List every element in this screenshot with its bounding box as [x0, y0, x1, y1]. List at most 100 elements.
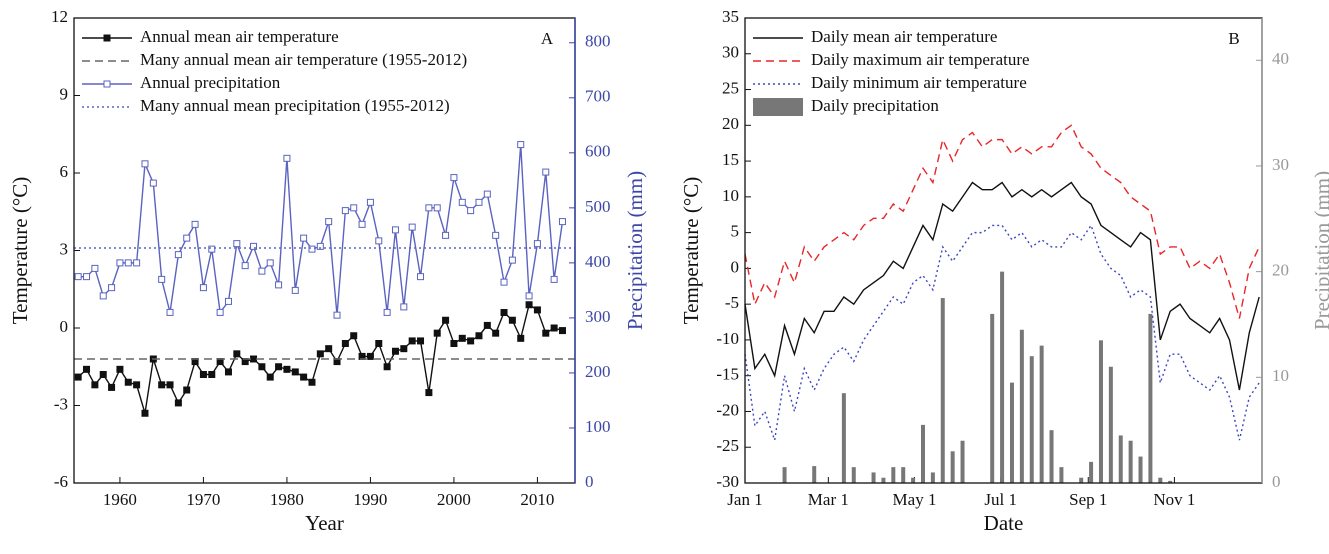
marker — [283, 154, 291, 162]
x-tick-label: 1990 — [353, 490, 387, 509]
legend-swatch — [753, 98, 803, 116]
marker — [124, 259, 132, 267]
bar — [812, 466, 817, 483]
bar — [1000, 271, 1005, 483]
marker — [174, 251, 182, 259]
marker — [350, 204, 358, 212]
bar — [920, 424, 925, 483]
y-tick-label: 0 — [60, 317, 69, 336]
marker — [467, 337, 475, 345]
marker — [308, 245, 316, 253]
bar — [871, 472, 876, 483]
y-tick-label: 30 — [722, 43, 739, 62]
x-tick-label: 1980 — [270, 490, 304, 509]
marker — [99, 371, 107, 378]
y-tick-label: 25 — [722, 78, 739, 97]
marker — [517, 141, 525, 149]
marker — [266, 373, 274, 381]
marker — [391, 347, 399, 355]
y2-tick-label: 0 — [585, 472, 594, 491]
marker — [417, 337, 425, 345]
panel: 1960 1970 1980 1990 2000 2010 -6 -3 0 3 6 9 12 0 100 20… — [8, 7, 647, 535]
bar — [1108, 366, 1113, 483]
legend-label: Many annual mean precipitation (1955-201… — [140, 96, 450, 115]
marker — [74, 373, 82, 381]
legend-marker — [103, 34, 111, 42]
legend-label: Daily minimum air temperature — [811, 73, 1027, 92]
marker — [91, 264, 99, 272]
legend-label: Annual precipitation — [140, 73, 281, 92]
marker — [316, 242, 324, 250]
marker — [341, 207, 349, 215]
y2-tick-label: 200 — [585, 362, 611, 381]
marker — [133, 381, 141, 389]
marker — [158, 381, 166, 389]
marker — [500, 309, 508, 316]
bar — [1009, 382, 1014, 483]
marker — [283, 365, 291, 373]
marker — [108, 284, 116, 292]
marker — [475, 332, 483, 340]
marker — [458, 198, 466, 206]
panel-label: A — [541, 29, 554, 48]
bar — [1019, 329, 1024, 483]
bar — [1138, 456, 1143, 483]
y2-tick-label: 700 — [585, 87, 611, 106]
marker — [391, 226, 399, 234]
marker — [224, 297, 232, 305]
x-tick-label: Jan 1 — [727, 490, 762, 509]
x-axis-label: Year — [305, 511, 344, 535]
marker — [492, 231, 500, 239]
marker — [316, 350, 324, 358]
panel: Jan 1 Mar 1 May 1 Jul 1 Sep 1 Nov 1 -30 -25 -20 -… — [679, 7, 1329, 535]
bar — [990, 313, 995, 483]
legend-label: Many annual mean air temperature (1955-2… — [140, 50, 467, 69]
x-tick-label: Sep 1 — [1069, 490, 1107, 509]
marker — [350, 332, 358, 340]
bar — [930, 472, 935, 483]
marker — [558, 218, 566, 226]
marker — [492, 329, 500, 337]
marker — [83, 273, 91, 281]
y-tick-label: 20 — [722, 114, 739, 133]
marker — [291, 286, 299, 294]
x-tick-label: Nov 1 — [1153, 490, 1195, 509]
panel-label: B — [1228, 29, 1239, 48]
x-tick-label: 2000 — [437, 490, 471, 509]
marker — [300, 373, 308, 381]
marker — [400, 345, 408, 353]
legend-marker — [103, 80, 111, 88]
bar — [1158, 477, 1163, 483]
y-tick-label: 5 — [731, 222, 740, 241]
y2-tick-label: 40 — [1272, 49, 1289, 68]
x-tick-label: 1970 — [186, 490, 220, 509]
y-tick-label: -10 — [716, 329, 739, 348]
marker — [216, 308, 224, 316]
marker — [166, 381, 174, 389]
bar — [1128, 440, 1133, 483]
y2-tick-label: 500 — [585, 197, 611, 216]
y2-tick-label: 30 — [1272, 155, 1289, 174]
marker — [233, 240, 241, 248]
marker — [366, 352, 374, 360]
series-line — [744, 181, 1260, 391]
marker — [183, 386, 191, 394]
marker — [425, 389, 433, 397]
marker — [375, 340, 383, 347]
marker — [116, 259, 124, 267]
marker — [116, 365, 124, 373]
marker — [542, 168, 550, 176]
marker — [208, 371, 216, 378]
marker — [141, 160, 149, 168]
x-tick-label: May 1 — [893, 490, 937, 509]
marker — [450, 174, 458, 182]
y2-tick-label: 300 — [585, 307, 611, 326]
marker — [558, 327, 566, 335]
marker — [233, 350, 241, 358]
marker — [375, 237, 383, 245]
bar — [1098, 340, 1103, 483]
y-tick-label: -20 — [716, 400, 739, 419]
marker — [325, 345, 333, 353]
y-tick-label: -25 — [716, 436, 739, 455]
marker — [124, 378, 132, 386]
